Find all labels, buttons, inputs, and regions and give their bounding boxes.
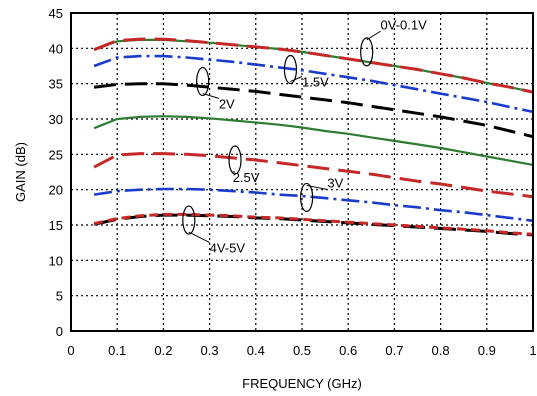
series-line-6	[93, 187, 534, 223]
annotation-ellipse	[196, 66, 210, 97]
x-axis-title: FREQUENCY (GHz)	[242, 376, 362, 391]
x-tick-label: 0.2	[154, 343, 172, 358]
series-group	[93, 37, 534, 237]
series-line-8	[93, 212, 534, 236]
plot-frame	[70, 12, 534, 332]
x-tick-label: 0	[67, 343, 74, 358]
y-tick-label: 45	[49, 6, 63, 21]
annotation-ellipse	[283, 54, 298, 85]
x-tick-label: 0.5	[293, 343, 311, 358]
x-tick-label: 0.9	[478, 343, 496, 358]
annotation-leader	[366, 30, 381, 41]
annotation-label: 1.5V	[302, 74, 329, 89]
y-tick-label: 5	[56, 289, 63, 304]
annotation-leader	[188, 231, 210, 244]
tick-labels: 0 0.1 0.2 0.3 0.4 0.5 0.6 0.7 0.8 0.9 105101520253…	[49, 6, 537, 358]
x-tick-label: 0.8	[432, 343, 450, 358]
y-tick-label: 10	[49, 253, 63, 268]
grid	[71, 13, 533, 331]
annotation-label: 0V-0.1V	[381, 17, 428, 32]
y-axis-title: GAIN (dB)	[13, 142, 28, 202]
x-tick-label: 0.7	[385, 343, 403, 358]
annotation-label: 2V	[219, 96, 235, 111]
annotation-leader	[306, 184, 328, 191]
annotation-ellipse	[182, 205, 196, 235]
annotation-label: 2.5V	[233, 170, 260, 185]
series-line-4	[93, 115, 534, 166]
annotation-label: 3V	[327, 176, 343, 191]
y-tick-label: 0	[56, 324, 63, 339]
annotation-ellipse	[228, 145, 242, 175]
annotation-ellipse	[360, 37, 374, 67]
x-tick-label: 1	[529, 343, 536, 358]
annotation-ellipse	[300, 182, 314, 213]
series-line-1	[93, 37, 534, 94]
y-tick-label: 25	[49, 147, 63, 162]
annotation-group: 0V-0.1V 1.5V 2V 2.5V 3V 4V-5V	[182, 17, 428, 256]
annotation-label: 4V-5V	[210, 241, 246, 256]
y-tick-label: 15	[49, 218, 63, 233]
y-tick-label: 20	[49, 183, 63, 198]
x-tick-label: 0.3	[201, 343, 219, 358]
x-tick-label: 0.1	[108, 343, 126, 358]
annotation-leader	[202, 93, 219, 99]
x-tick-label: 0.6	[339, 343, 357, 358]
x-tick-label: 0.4	[247, 343, 265, 358]
series-line-2	[93, 54, 534, 114]
series-line-3	[93, 82, 534, 139]
y-tick-label: 40	[49, 41, 63, 56]
y-tick-label: 35	[49, 77, 63, 92]
annotation-leader	[290, 76, 303, 82]
y-tick-label: 30	[49, 112, 63, 127]
series-line-5	[93, 152, 534, 199]
